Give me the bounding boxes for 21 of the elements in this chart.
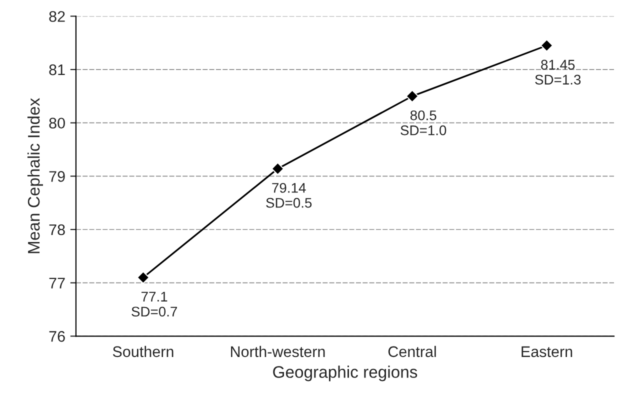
point (271, 162, 284, 176)
y-tick-label: 77 (49, 278, 65, 288)
y-tick-label: 80 (49, 118, 65, 129)
y-tick-label: 82 (49, 11, 65, 22)
x-tick-label: Central (388, 346, 436, 358)
point (540, 39, 554, 52)
x-tick-label: North-western (231, 346, 325, 358)
point (136, 271, 150, 284)
y-tick-label: 76 (49, 331, 65, 342)
y-tick-label: 79 (49, 171, 65, 182)
x-tick-label: Eastern (522, 346, 572, 358)
y-tick-label: 78 (49, 224, 65, 236)
point (406, 90, 419, 103)
y-axis-title: Mean Cephalic Index (27, 98, 43, 254)
data-label: 79.14 SD=0.5 (266, 182, 312, 208)
data-label: 77.1 SD=0.7 (132, 292, 177, 317)
x-axis-title: Geographic regions (273, 366, 418, 382)
data-label: 81.45 SD=1.3 (535, 60, 581, 85)
y-tick-label: 81 (49, 64, 65, 76)
x-tick-label: Southern (112, 346, 174, 358)
data-label: 80.5 SD=1.0 (400, 110, 446, 136)
